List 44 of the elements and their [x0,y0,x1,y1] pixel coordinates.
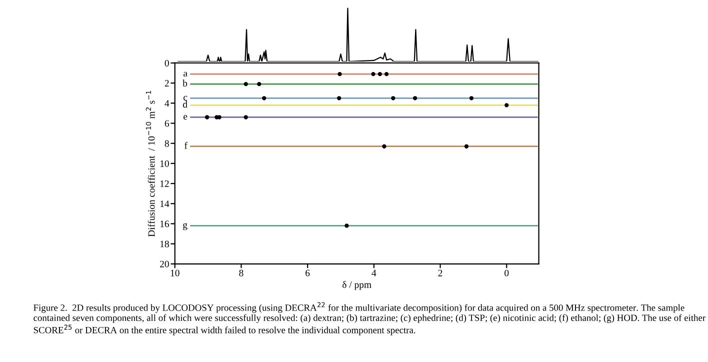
point [382,144,386,148]
point [464,144,469,148]
point [257,82,262,86]
y-axis-title: Diffusion coefficient / 10$^{−10}$ m$^{2}$ s$^{−1}$ [146,90,155,237]
point [204,115,210,120]
series-label: a [184,72,188,76]
point [391,96,396,100]
y-tick-label: 8 [164,140,169,147]
x-tick-label: 6 [306,270,310,276]
x-tick-label: 10 [170,270,180,276]
point [384,72,389,76]
x-axis-title: δ / ppm [342,281,372,290]
y-tick-label: 6 [164,120,170,127]
y-tick-label: 0 [164,60,169,66]
point [338,72,342,76]
y-tick-label: 18 [160,240,169,248]
series-label: d [182,100,188,108]
caption: Figure 2. 2D results produced by LOCODOSY processing (using DECRA$^{22}$ for the multivariate decomposition) for data acquired on a 500 MHz spectrometer. The sample contained seven components, all of which were successfully resolved: (a) dextran; (b) tartrazine; (c) ephedrine; (d) TSP; (e) nicotinic acid; (f) ethanol; (g) HOD. The use of either SCORE$^{25}$ or DECRA on the entire spectral width failed to resolve the individual component spectra. [34,302,706,336]
point [337,96,342,100]
series-label: f [184,142,188,149]
point [262,96,266,100]
x-tick-label: 8 [239,270,244,276]
series-label: e [184,114,188,120]
y-tick-label: 20 [160,260,169,268]
x-tick-label: 0 [504,270,509,276]
y-tick-label: 16 [160,220,170,228]
point [469,96,474,100]
point [371,72,376,76]
point [378,72,382,76]
series-label: c [184,96,188,101]
series-label: b [182,80,188,87]
y-tick-label: 14 [160,200,170,207]
x-tick-label: 2 [438,270,442,276]
y-tick-label: 12 [160,180,169,187]
point [244,82,248,86]
y-tick-label: 10 [160,160,169,167]
y-tick-label: 2 [164,80,169,86]
point [344,224,349,228]
series-label: g [183,223,188,230]
y-tick-label: 4 [164,100,170,107]
point [244,115,248,120]
point [412,96,418,100]
point [504,103,509,108]
x-tick-label: 4 [372,270,376,276]
